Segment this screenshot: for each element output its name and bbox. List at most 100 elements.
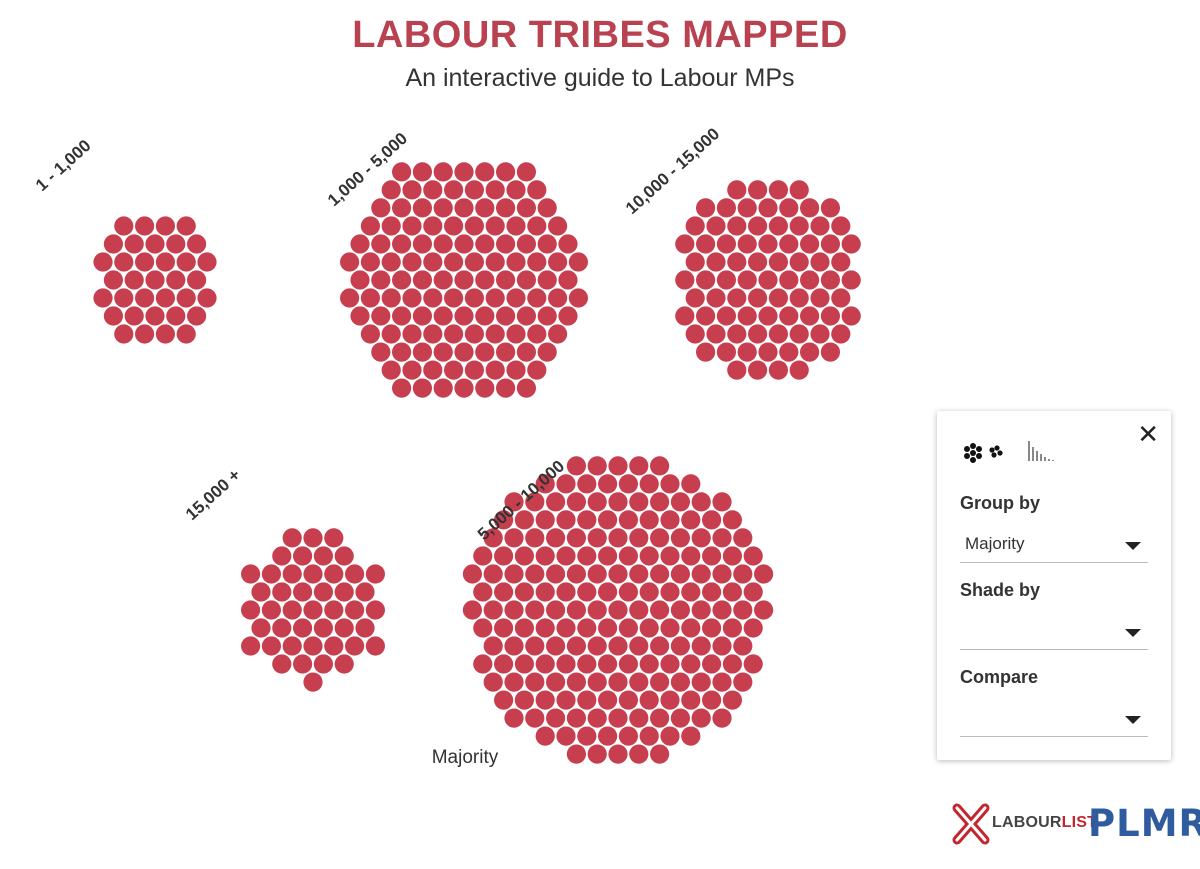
mp-dot[interactable] bbox=[754, 564, 774, 584]
mp-dot[interactable] bbox=[768, 360, 789, 380]
mp-dot[interactable] bbox=[423, 324, 443, 344]
mp-dot[interactable] bbox=[514, 690, 535, 710]
mp-dot[interactable] bbox=[768, 324, 789, 344]
mp-dot[interactable] bbox=[350, 270, 370, 290]
mp-dot[interactable] bbox=[608, 744, 628, 764]
mp-dot[interactable] bbox=[722, 690, 743, 710]
mp-dot[interactable] bbox=[722, 546, 743, 566]
mp-dot[interactable] bbox=[618, 510, 639, 530]
mp-dot[interactable] bbox=[103, 234, 123, 254]
mp-dot[interactable] bbox=[748, 324, 768, 344]
mp-dot[interactable] bbox=[691, 600, 711, 620]
mp-dot[interactable] bbox=[712, 708, 732, 728]
mp-dot[interactable] bbox=[639, 510, 659, 530]
mp-dot[interactable] bbox=[650, 456, 670, 476]
mp-dot[interactable] bbox=[155, 252, 175, 272]
mp-dot[interactable] bbox=[392, 198, 412, 218]
mp-dot[interactable] bbox=[423, 216, 443, 236]
mp-dot[interactable] bbox=[779, 342, 799, 362]
mp-dot[interactable] bbox=[261, 636, 281, 656]
mp-dot[interactable] bbox=[402, 252, 422, 272]
mp-dot[interactable] bbox=[566, 456, 587, 476]
mp-dot[interactable] bbox=[464, 252, 484, 272]
mp-dot[interactable] bbox=[548, 288, 568, 308]
mp-dot[interactable] bbox=[558, 270, 578, 290]
mp-dot[interactable] bbox=[494, 510, 514, 530]
mp-dot[interactable] bbox=[324, 564, 344, 584]
mp-dot[interactable] bbox=[587, 636, 607, 656]
mp-dot[interactable] bbox=[779, 234, 799, 254]
mp-dot[interactable] bbox=[360, 288, 380, 308]
mp-dot[interactable] bbox=[114, 324, 134, 344]
mp-dot[interactable] bbox=[412, 162, 432, 182]
mp-dot[interactable] bbox=[712, 672, 732, 692]
mp-dot[interactable] bbox=[702, 582, 722, 602]
mp-dot[interactable] bbox=[639, 474, 659, 494]
mp-dot[interactable] bbox=[444, 288, 464, 308]
mp-dot[interactable] bbox=[566, 672, 587, 692]
mp-dot[interactable] bbox=[743, 546, 763, 566]
mp-dot[interactable] bbox=[577, 474, 597, 494]
mp-dot[interactable] bbox=[506, 324, 526, 344]
mp-dot[interactable] bbox=[681, 690, 701, 710]
mp-dot[interactable] bbox=[155, 216, 175, 236]
mp-dot[interactable] bbox=[381, 324, 401, 344]
group-by-select[interactable]: Majority bbox=[960, 528, 1148, 563]
mp-dot[interactable] bbox=[660, 726, 680, 746]
mp-dot[interactable] bbox=[381, 288, 401, 308]
mp-dot[interactable] bbox=[681, 510, 701, 530]
mp-dot[interactable] bbox=[639, 726, 659, 746]
mp-dot[interactable] bbox=[758, 270, 778, 290]
mp-dot[interactable] bbox=[556, 546, 576, 566]
mp-dot[interactable] bbox=[712, 600, 732, 620]
mp-dot[interactable] bbox=[691, 492, 711, 512]
mp-dot[interactable] bbox=[650, 528, 670, 548]
mp-dot[interactable] bbox=[810, 216, 830, 236]
mp-dot[interactable] bbox=[800, 198, 820, 218]
mp-dot[interactable] bbox=[577, 618, 597, 638]
mp-dot[interactable] bbox=[706, 216, 726, 236]
mp-dot[interactable] bbox=[691, 672, 711, 692]
mp-dot[interactable] bbox=[355, 618, 375, 638]
mp-dot[interactable] bbox=[334, 546, 354, 566]
mp-dot[interactable] bbox=[464, 360, 484, 380]
mp-dot[interactable] bbox=[504, 528, 524, 548]
mp-dot[interactable] bbox=[535, 474, 555, 494]
mp-dot[interactable] bbox=[496, 378, 516, 398]
mp-dot[interactable] bbox=[103, 270, 123, 290]
mp-dot[interactable] bbox=[537, 198, 557, 218]
mp-dot[interactable] bbox=[496, 342, 516, 362]
mp-dot[interactable] bbox=[608, 492, 628, 512]
mp-dot[interactable] bbox=[639, 582, 659, 602]
mp-dot[interactable] bbox=[733, 564, 753, 584]
mp-dot[interactable] bbox=[392, 342, 412, 362]
mp-dot[interactable] bbox=[681, 726, 701, 746]
mp-dot[interactable] bbox=[350, 306, 370, 326]
mp-dot[interactable] bbox=[392, 306, 412, 326]
mp-dot[interactable] bbox=[93, 288, 113, 308]
mp-dot[interactable] bbox=[504, 492, 524, 512]
mp-dot[interactable] bbox=[558, 234, 578, 254]
mp-dot[interactable] bbox=[282, 636, 302, 656]
mp-dot[interactable] bbox=[527, 216, 547, 236]
mp-dot[interactable] bbox=[800, 270, 820, 290]
mp-dot[interactable] bbox=[392, 234, 412, 254]
mp-dot[interactable] bbox=[506, 288, 526, 308]
mp-dot[interactable] bbox=[444, 324, 464, 344]
mp-dot[interactable] bbox=[535, 582, 555, 602]
mp-dot[interactable] bbox=[568, 288, 589, 308]
mp-dot[interactable] bbox=[618, 726, 639, 746]
labourlist-logo[interactable]: LABOURLIST bbox=[952, 803, 1097, 845]
mp-dot[interactable] bbox=[650, 600, 670, 620]
mp-dot[interactable] bbox=[303, 672, 323, 692]
mp-dot[interactable] bbox=[444, 252, 464, 272]
mp-dot[interactable] bbox=[454, 270, 474, 290]
mp-dot[interactable] bbox=[506, 252, 526, 272]
mp-dot[interactable] bbox=[681, 546, 701, 566]
mp-dot[interactable] bbox=[516, 342, 537, 362]
mp-dot[interactable] bbox=[241, 564, 261, 584]
mp-dot[interactable] bbox=[537, 306, 557, 326]
mp-dot[interactable] bbox=[303, 636, 323, 656]
mp-dot[interactable] bbox=[629, 528, 649, 548]
mp-dot[interactable] bbox=[706, 252, 726, 272]
